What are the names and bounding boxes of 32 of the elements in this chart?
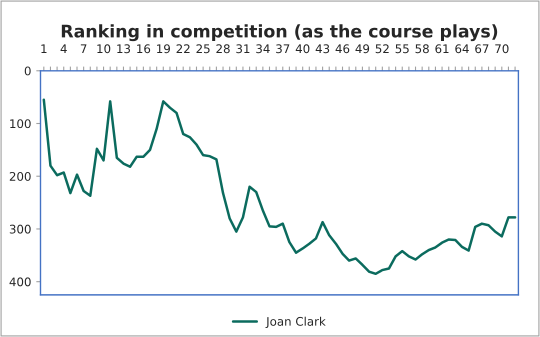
x-tick-label: 70: [495, 44, 509, 54]
y-tick-label: 100: [10, 119, 31, 128]
x-tick-label: 34: [256, 44, 270, 54]
x-tick-label: 52: [376, 44, 389, 54]
x-tick-label: 22: [176, 44, 190, 54]
x-tick-label: 4: [60, 44, 67, 54]
x-tick-label: 31: [236, 44, 250, 54]
x-tick-label: 49: [355, 44, 370, 54]
x-tick-label: 16: [137, 44, 150, 54]
line-series: [42, 98, 516, 276]
x-tick-label: 40: [296, 44, 310, 54]
x-tick-label: 67: [475, 44, 488, 54]
x-tick-label: 55: [396, 44, 409, 54]
x-tick-label: 10: [97, 44, 110, 54]
legend-label: Joan Clark: [266, 316, 326, 328]
x-tick-label: 58: [416, 44, 429, 54]
chart-title: Ranking in competition (as the course plays): [62, 24, 498, 42]
y-tick-label: 200: [10, 172, 31, 181]
y-tick-label: 300: [10, 224, 31, 234]
x-tick-label: 25: [196, 44, 210, 54]
x-tick-label: 46: [336, 44, 350, 54]
x-tick-label: 7: [80, 44, 86, 54]
x-tick-label: 28: [216, 44, 230, 54]
x-tick-label: 13: [117, 44, 130, 54]
x-tick-label: 37: [276, 44, 290, 54]
y-tick-label: 400: [10, 277, 31, 286]
x-tick-label: 61: [435, 44, 448, 54]
x-tick-label: 64: [455, 44, 469, 54]
x-tick-label: 43: [316, 44, 330, 54]
y-tick-label: 0: [24, 66, 31, 76]
x-tick-label: 19: [157, 44, 170, 54]
x-tick-label: 1: [41, 44, 46, 54]
